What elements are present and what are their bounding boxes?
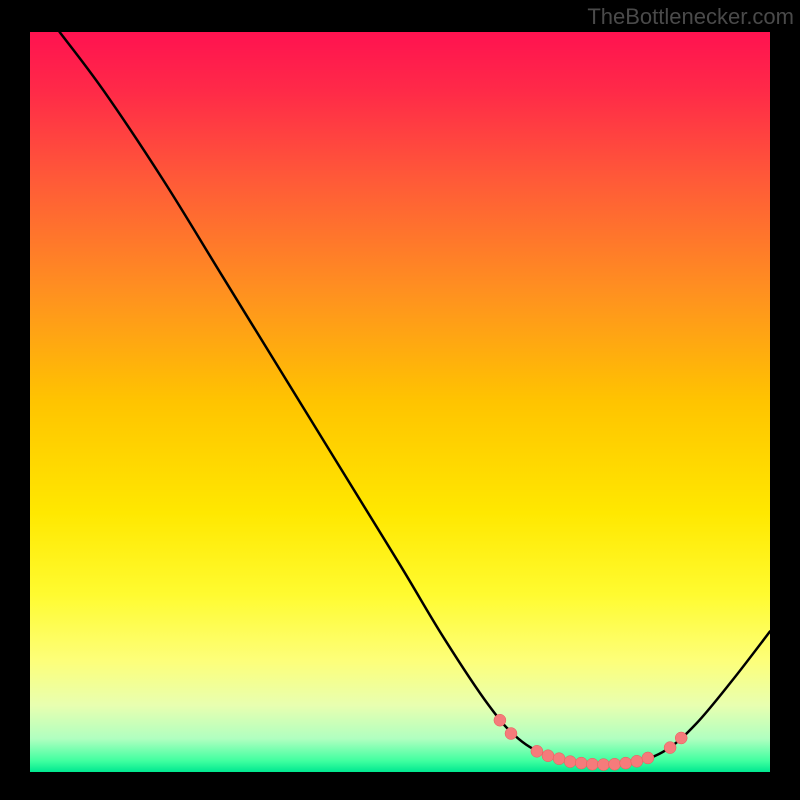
plot-background: [30, 32, 770, 772]
marker-point: [542, 750, 554, 762]
marker-point: [553, 753, 565, 765]
watermark-text: TheBottlenecker.com: [587, 4, 794, 30]
marker-point: [531, 745, 543, 757]
marker-point: [675, 732, 687, 744]
chart-container: TheBottlenecker.com: [0, 0, 800, 800]
marker-point: [609, 758, 621, 770]
marker-point: [631, 755, 643, 767]
marker-point: [586, 758, 598, 770]
marker-point: [620, 757, 632, 769]
marker-point: [575, 757, 587, 769]
marker-point: [664, 742, 676, 754]
marker-point: [494, 714, 506, 726]
marker-point: [564, 756, 576, 768]
marker-point: [598, 759, 610, 771]
bottleneck-chart: [0, 0, 800, 800]
marker-point: [505, 728, 517, 740]
marker-point: [642, 752, 654, 764]
